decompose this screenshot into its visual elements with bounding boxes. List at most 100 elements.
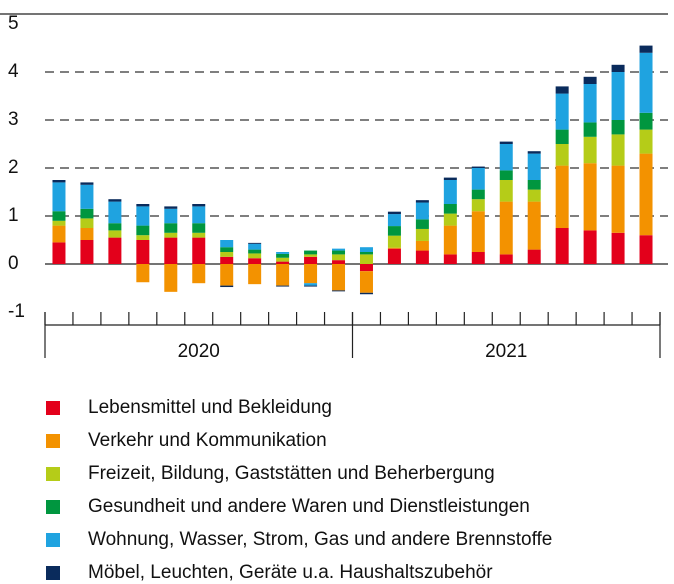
bar-segment <box>276 253 290 258</box>
bar-segment <box>359 292 373 295</box>
bar-segment <box>387 247 401 249</box>
bar-segment <box>52 182 66 212</box>
bar-segment <box>192 223 206 233</box>
bar-segment <box>276 257 290 262</box>
bar-segment <box>471 166 485 168</box>
bar-segment <box>499 144 513 171</box>
bar-segment <box>471 189 485 200</box>
bar-segment <box>527 180 541 190</box>
legend-label: Gesundheit und andere Waren und Dienstle… <box>88 496 530 517</box>
bar-segment <box>443 213 457 226</box>
bar-segment <box>611 232 625 264</box>
bar-segment <box>220 247 234 252</box>
bar-segment <box>527 153 541 180</box>
bar-segment <box>80 182 94 185</box>
group-label: 2021 <box>485 341 527 362</box>
bar-segment <box>276 252 290 254</box>
bar-segment <box>555 228 569 264</box>
bar-segment <box>108 199 122 202</box>
bar-segment <box>359 247 373 252</box>
bar-segment <box>164 206 178 209</box>
bar-segment <box>304 264 318 284</box>
bar-segment <box>276 264 290 286</box>
legend-label: Lebensmittel und Bekleidung <box>88 397 332 418</box>
bar-segment <box>499 141 513 144</box>
bar-segment <box>639 129 653 154</box>
bar-segment <box>583 136 597 164</box>
bar-segment <box>415 200 429 203</box>
bar-segment <box>583 230 597 264</box>
bar-segment <box>555 165 569 228</box>
bar-segment <box>304 285 318 287</box>
bar-segment <box>583 76 597 84</box>
bar-segment <box>220 240 234 248</box>
bar-segment <box>527 249 541 264</box>
bar-segment <box>164 232 178 238</box>
bar-segment <box>639 235 653 264</box>
bar-segment <box>583 122 597 137</box>
bar-segment <box>639 112 653 130</box>
bar-segment <box>527 189 541 202</box>
legend-swatch <box>46 500 60 514</box>
bar-segment <box>471 252 485 264</box>
bar-segment <box>304 250 318 255</box>
bar-segment <box>555 86 569 94</box>
bar-segment <box>276 261 290 264</box>
legend-swatch <box>46 566 60 580</box>
bar-segment <box>52 211 66 221</box>
bar-segment <box>192 237 206 264</box>
bar-segment <box>304 254 318 257</box>
bar-segment <box>248 253 262 259</box>
bar-segment <box>555 144 569 166</box>
bar-segment <box>220 264 234 286</box>
bar-segment <box>248 242 262 244</box>
y-tick-label: 4 <box>8 61 19 82</box>
group-label: 2020 <box>178 341 220 362</box>
bar-segment <box>136 206 150 226</box>
legend-swatch <box>46 467 60 481</box>
bar-segment <box>248 249 262 254</box>
y-tick-label: -1 <box>8 301 25 322</box>
bar-segment <box>136 240 150 264</box>
bar-segment <box>80 240 94 264</box>
bar-segment <box>499 170 513 180</box>
bar-segment <box>52 220 66 226</box>
bar-segment <box>471 199 485 212</box>
bar-segment <box>136 235 150 240</box>
bar-segment <box>220 285 234 288</box>
bar-segment <box>443 177 457 180</box>
bar-segment <box>471 168 485 190</box>
bar-segment <box>164 208 178 224</box>
legend-swatch <box>46 533 60 547</box>
legend-label: Wohnung, Wasser, Strom, Gas und andere B… <box>88 529 552 550</box>
bar-segment <box>136 204 150 207</box>
bar-segment <box>387 248 401 264</box>
bar-segment <box>248 264 262 285</box>
bar-segment <box>248 243 262 250</box>
bar-segment <box>108 237 122 264</box>
bar-segment <box>639 45 653 53</box>
bar-segment <box>611 134 625 166</box>
bar-segment <box>304 256 318 264</box>
y-tick-label: 3 <box>8 109 19 130</box>
bar-segment <box>387 226 401 236</box>
bar-segment <box>443 225 457 255</box>
bar-segment <box>387 214 401 227</box>
bar-segment <box>359 252 373 255</box>
bar-segment <box>611 72 625 120</box>
bar-segment <box>611 120 625 135</box>
bar-segment <box>583 163 597 231</box>
bar-segment <box>108 201 122 224</box>
bar-segment <box>527 151 541 154</box>
bar-segment <box>220 252 234 257</box>
y-tick-label: 0 <box>8 253 19 274</box>
bar-segment <box>276 285 290 287</box>
bar-segment <box>164 264 178 292</box>
bar-segment <box>80 208 94 219</box>
bar-segment <box>248 258 262 264</box>
bar-segment <box>332 264 346 291</box>
bar-segment <box>304 283 318 286</box>
legend-label: Möbel, Leuchten, Geräte u.a. Haushaltszu… <box>88 562 493 583</box>
y-tick-label: 5 <box>8 13 19 34</box>
bar-segment <box>220 256 234 264</box>
